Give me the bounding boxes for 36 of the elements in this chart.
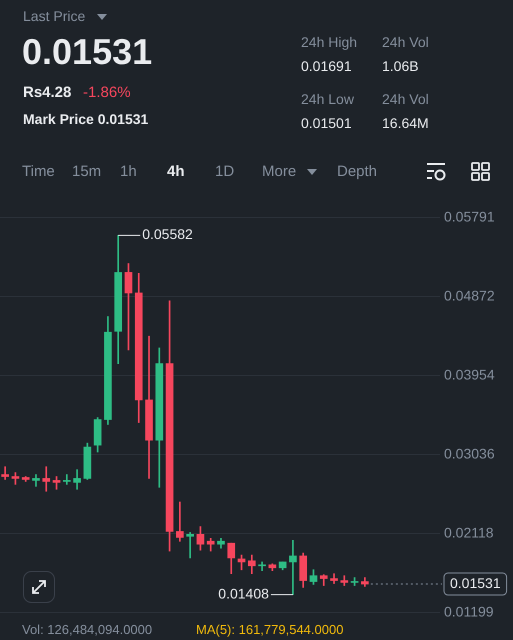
- candlestick: [330, 573, 338, 584]
- annotation: 0.01408: [218, 585, 270, 602]
- text: -1.86%: [83, 84, 131, 102]
- text: 0.01501: [301, 115, 352, 132]
- y-tick-label: 0.05791: [444, 208, 495, 224]
- text: Mark Price 0.01531: [23, 111, 148, 128]
- y-tick-label: 0.03036: [444, 445, 495, 462]
- candlestick: [52, 476, 60, 490]
- text: 24h Low: [301, 91, 354, 108]
- text: MA(5): 161,779,544.0000: [196, 622, 344, 638]
- text: 24h Vol: [382, 91, 429, 108]
- text: More: [262, 163, 296, 181]
- y-tick-label: 0.02118: [444, 524, 494, 540]
- ref-line-label: 0.01531: [450, 574, 501, 591]
- candlestick: [124, 263, 132, 350]
- text: 16.64M: [382, 115, 429, 132]
- text: Rs4.28: [23, 84, 72, 102]
- text: 24h Vol: [382, 34, 429, 51]
- text: 1D: [215, 163, 234, 181]
- annotation: 0.05582: [142, 226, 194, 242]
- candlestick: [238, 554, 246, 570]
- text: Vol: 126,484,094.0000: [22, 622, 152, 638]
- candlestick: [32, 474, 40, 487]
- y-tick-label: 0.04872: [444, 287, 495, 304]
- text: 1.06B: [382, 58, 419, 75]
- text: 0.01691: [301, 58, 352, 75]
- text: 4h: [167, 163, 185, 181]
- y-tick-label: 0.03954: [444, 366, 495, 382]
- text: Last Price: [23, 8, 86, 25]
- y-tick-label: 0.01199: [444, 603, 494, 620]
- text: Depth: [337, 163, 378, 181]
- text: 1h: [120, 163, 137, 181]
- text: Time: [22, 163, 55, 181]
- text: 15m: [72, 163, 102, 181]
- text: 0.01531: [22, 30, 152, 74]
- text: 24h High: [301, 34, 358, 51]
